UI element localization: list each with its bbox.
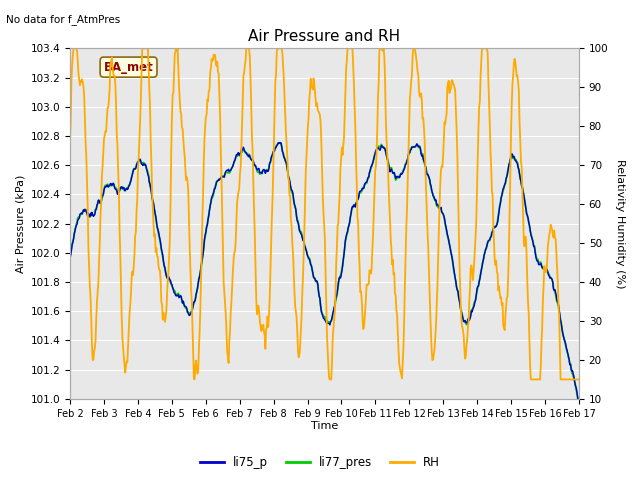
Y-axis label: Relativity Humidity (%): Relativity Humidity (%): [615, 159, 625, 288]
Title: Air Pressure and RH: Air Pressure and RH: [248, 29, 401, 45]
Legend: li75_p, li77_pres, RH: li75_p, li77_pres, RH: [195, 452, 445, 474]
Y-axis label: Air Pressure (kPa): Air Pressure (kPa): [15, 174, 25, 273]
X-axis label: Time: Time: [311, 421, 338, 432]
Text: No data for f_AtmPres: No data for f_AtmPres: [6, 14, 121, 25]
Text: BA_met: BA_met: [104, 60, 154, 73]
